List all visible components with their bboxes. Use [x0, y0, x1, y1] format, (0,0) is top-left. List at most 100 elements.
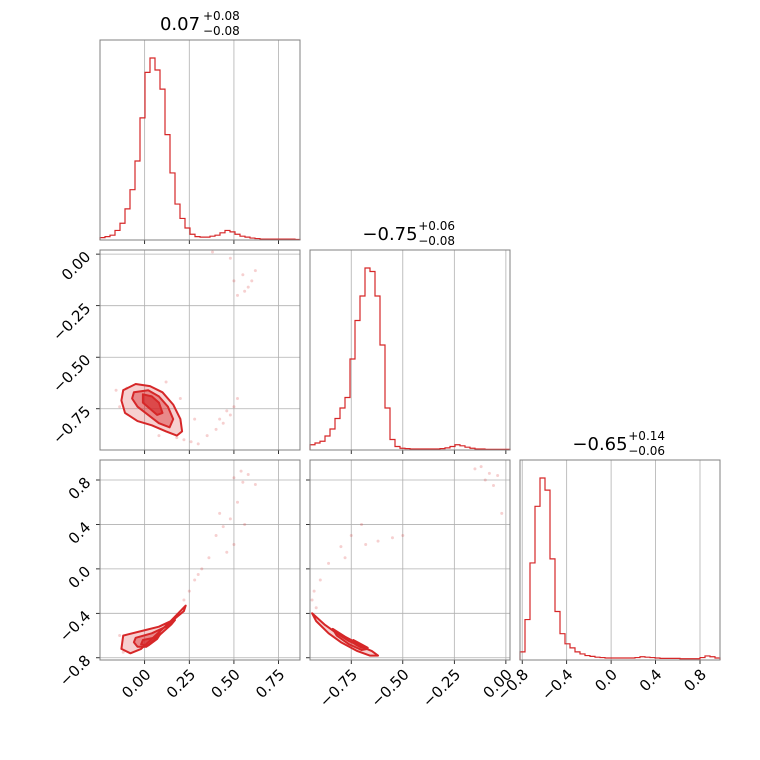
x-tick-label: −0.75: [316, 666, 361, 711]
scatter-point: [243, 289, 247, 293]
scatter-point: [182, 598, 186, 602]
panel-title-minus-1: −0.08: [203, 24, 240, 38]
panel-title-minus-3: −0.06: [628, 444, 665, 458]
y-tick-label: −0.25: [49, 299, 94, 344]
scatter-point: [200, 567, 204, 571]
scatter-point: [492, 484, 496, 488]
hist-panel-1-bg: [100, 40, 300, 240]
hist-panel-2-bg: [310, 250, 510, 450]
titles: 0.07 +0.08−0.08−0.75 +0.06−0.08−0.65 +0.14−…: [160, 9, 665, 458]
scatter-point: [487, 471, 491, 475]
y-tick-label: −0.8: [56, 651, 94, 689]
scatter-point: [193, 578, 197, 582]
scatter-point: [211, 250, 214, 254]
hist-panel-2: [309, 249, 511, 454]
scatter-point: [114, 388, 118, 392]
scatter-point: [236, 500, 239, 504]
scatter-point: [121, 650, 125, 654]
scatter-point: [473, 467, 477, 471]
scatter-point: [221, 525, 225, 529]
joint-panel-x1_x2-bg: [310, 460, 510, 660]
scatter-point: [343, 556, 347, 560]
y-tick-label: −0.75: [49, 402, 94, 447]
scatter-point: [228, 413, 232, 417]
x-tick-label: 0.4: [636, 666, 666, 696]
scatter-point: [196, 442, 200, 446]
scatter-point: [360, 522, 364, 526]
contour-level-3: [140, 632, 162, 647]
scatter-point: [500, 511, 504, 515]
x-tick-label: 0.8: [680, 666, 710, 696]
x-tick-label: 0.0: [591, 666, 621, 696]
scatter-point: [232, 405, 236, 409]
scatter-point: [225, 409, 229, 413]
scatter-point: [189, 440, 193, 444]
panel-title-1: 0.07: [160, 14, 200, 35]
scatter-point: [228, 256, 232, 260]
scatter-point: [236, 396, 239, 400]
x-tick-label: 0.00: [118, 666, 154, 702]
scatter-point: [241, 273, 245, 277]
scatter-point: [376, 539, 380, 543]
scatter-point: [175, 436, 179, 440]
scatter-point: [205, 434, 209, 438]
y-tick-label: 0.00: [58, 248, 94, 284]
scatter-point: [314, 606, 318, 610]
joint-panel-x0_x1-content: [114, 250, 257, 446]
scatter-point: [310, 598, 314, 602]
x-tick-label: −0.50: [367, 666, 412, 711]
y-tick-label: 0.4: [65, 518, 95, 548]
scatter-point: [228, 517, 232, 521]
x-tick-label: −0.25: [419, 666, 464, 711]
y-tick-label: −0.4: [56, 607, 94, 645]
joint-panel-x0_x2-content: [118, 469, 257, 655]
contour-level-3: [141, 393, 164, 416]
scatter-point: [225, 550, 229, 554]
scatter-point: [218, 511, 222, 515]
scatter-point: [232, 279, 236, 283]
scatter-point: [327, 561, 331, 565]
scatter-point: [196, 572, 200, 576]
x-tick-label: 0.25: [163, 666, 199, 702]
hist-panel-1: [99, 39, 301, 244]
hist-panel-3-bg: [520, 460, 720, 660]
scatter-point: [312, 589, 316, 593]
x-tick-label: 0.50: [207, 666, 243, 702]
y-tick-label: 0.8: [65, 474, 95, 504]
histogram-step-2: [309, 267, 511, 450]
scatter-point: [221, 421, 225, 425]
joint-panel-x0_x2-bg: [100, 460, 300, 660]
scatter-point: [157, 434, 161, 438]
joint-panel-x0_x2-frame: [99, 459, 301, 661]
histogram-step-1: [99, 57, 301, 241]
scatter-point: [390, 536, 394, 540]
scatter-point: [241, 480, 245, 484]
scatter-point: [253, 482, 257, 486]
panel-title-3: −0.65: [572, 434, 627, 455]
scatter-point: [318, 578, 322, 582]
panel-title-2: −0.75: [362, 224, 417, 245]
joint-panel-x0_x1: [96, 249, 301, 454]
scatter-point: [182, 438, 186, 442]
scatter-point: [214, 534, 218, 538]
scatter-point: [214, 427, 218, 431]
hist-panel-3: [519, 459, 721, 664]
panel-title-plus-2: +0.06: [418, 219, 455, 233]
contour-level-1: [120, 604, 187, 655]
scatter-point: [118, 634, 122, 638]
x-tick-label: −0.4: [538, 666, 576, 704]
panels: [96, 39, 721, 664]
scatter-point: [349, 534, 353, 538]
hist-panel-2-frame: [309, 249, 511, 451]
joint-panel-x0_x1-frame: [99, 249, 301, 451]
scatter-point: [246, 285, 250, 289]
contour-level-1: [311, 612, 379, 657]
contour-level-3: [352, 639, 369, 649]
y-tick-label: −0.50: [49, 351, 94, 396]
histogram-step-3: [519, 477, 721, 660]
scatter-point: [193, 417, 197, 421]
panel-title-plus-3: +0.14: [628, 429, 665, 443]
joint-panel-x1_x2-content: [310, 465, 504, 657]
hist-panel-1-frame: [99, 39, 301, 241]
